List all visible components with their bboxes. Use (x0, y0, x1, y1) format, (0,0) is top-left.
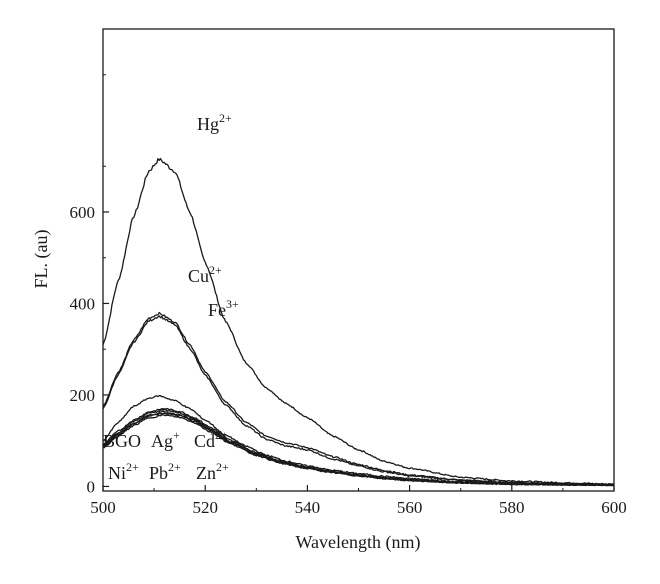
annotation-cu-base: Cu (188, 266, 209, 286)
x-tick-label-560: 560 (397, 498, 423, 517)
annotation-cd-sup: 2+ (215, 428, 228, 442)
annotation-hg-sup: 2+ (219, 111, 232, 125)
y-tick-label-600: 600 (70, 203, 96, 222)
annotation-ag-base: Ag (151, 431, 173, 451)
annotation-fe: Fe3+ (208, 297, 239, 320)
annotation-pb: Pb2+ (149, 460, 181, 483)
annotation-ni-sup: 2+ (126, 460, 139, 474)
x-axis-title: Wavelength (nm) (295, 532, 420, 553)
x-tick-label-580: 580 (499, 498, 525, 517)
y-axis-title: FL. (au) (31, 230, 52, 289)
annotation-bgo-base: BGO (103, 431, 141, 451)
plot-frame (102, 28, 615, 492)
annotation-ni-base: Ni (108, 463, 126, 483)
x-tick-label-520: 520 (192, 498, 218, 517)
annotation-pb-base: Pb (149, 463, 168, 483)
annotation-fe-sup: 3+ (226, 297, 239, 311)
x-tick-label-500: 500 (90, 498, 116, 517)
y-tick-label-400: 400 (70, 294, 96, 313)
annotation-pb-sup: 2+ (168, 460, 181, 474)
annotation-fe-base: Fe (208, 300, 226, 320)
annotation-cd-base: Cd (194, 431, 215, 451)
annotation-zn-sup: 2+ (216, 460, 229, 474)
y-tick-label-200: 200 (70, 386, 96, 405)
annotation-cu: Cu2+ (188, 263, 222, 286)
axis-tick-labels: 500 520 540 560 580 600 0 200 400 600 (70, 203, 627, 517)
annotation-ni: Ni2+ (108, 460, 139, 483)
annotation-zn: Zn2+ (196, 460, 229, 483)
annotation-bgo: BGO (103, 431, 141, 451)
annotation-ag-sup: + (173, 428, 180, 442)
annotation-zn-base: Zn (196, 463, 216, 483)
series-line-zn2 (102, 414, 615, 487)
annotation-hg-base: Hg (197, 114, 219, 134)
series-line-hg2 (102, 157, 615, 486)
annotation-hg: Hg2+ (197, 111, 232, 134)
annotation-ag: Ag+ (151, 428, 180, 451)
axis-ticks (102, 74, 615, 491)
x-tick-label-540: 540 (295, 498, 321, 517)
x-tick-label-600: 600 (601, 498, 627, 517)
annotation-cu-sup: 2+ (209, 263, 222, 277)
y-tick-label-0: 0 (87, 477, 96, 496)
annotation-cd: Cd2+ (194, 428, 228, 451)
series-annotations: Hg2+Cu2+Fe3+BGO Ag+ Cd2+Ni2+ Pb2+ Zn2+ (103, 111, 239, 483)
series-curves (102, 157, 615, 487)
